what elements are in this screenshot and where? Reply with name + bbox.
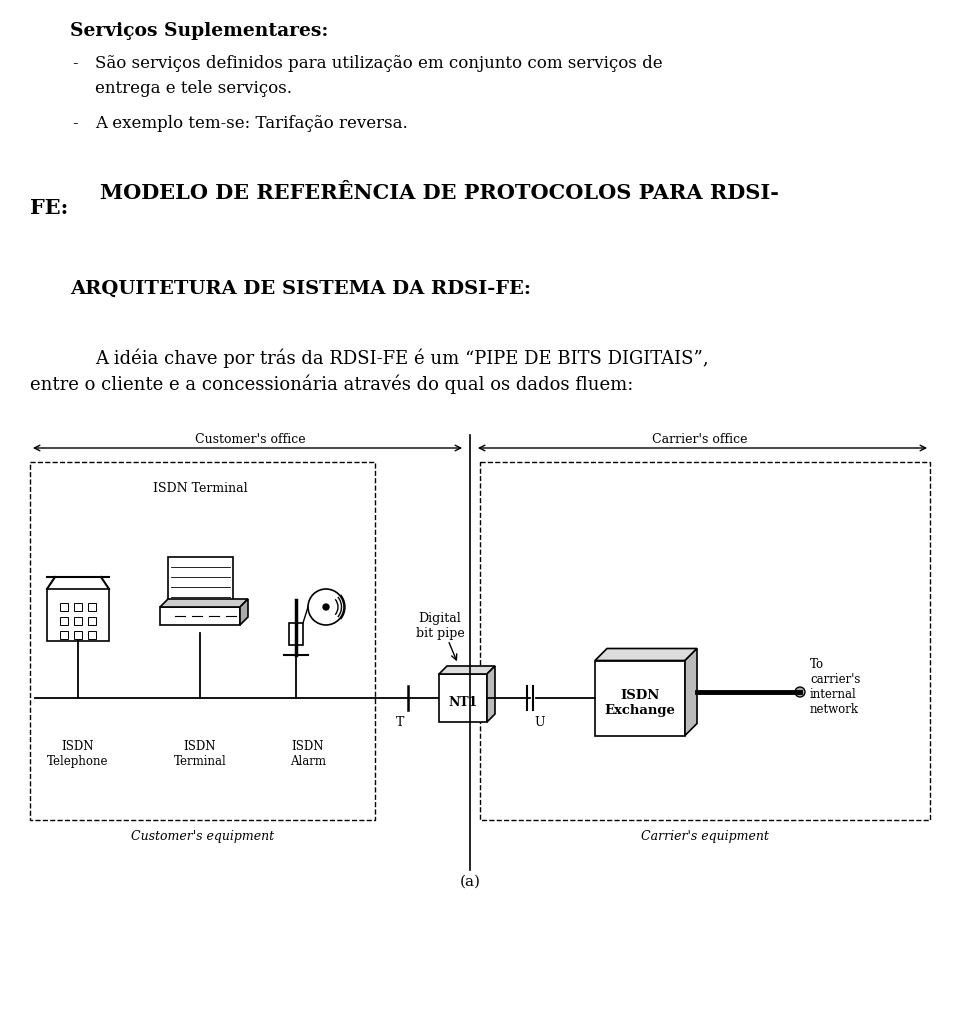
Bar (74, 603, 82, 611)
Polygon shape (240, 599, 248, 625)
Text: Carrier's office: Carrier's office (652, 433, 748, 446)
Bar (289, 623, 303, 645)
Text: ISDN
Alarm: ISDN Alarm (290, 740, 326, 768)
Text: To
carrier's
internal
network: To carrier's internal network (810, 658, 860, 716)
Polygon shape (595, 649, 697, 660)
Bar (47, 589, 109, 641)
Bar (480, 462, 930, 820)
Text: NT1: NT1 (448, 697, 478, 710)
Text: entrega e tele serviços.: entrega e tele serviços. (95, 80, 292, 97)
Text: Digital
bit pipe: Digital bit pipe (416, 612, 465, 640)
Text: A idéia chave por trás da RDSI-FE é um “PIPE DE BITS DIGITAIS”,: A idéia chave por trás da RDSI-FE é um “… (95, 348, 708, 367)
Text: São serviços definidos para utilização em conjunto com serviços de: São serviços definidos para utilização e… (95, 55, 662, 72)
Bar (160, 607, 240, 625)
Text: MODELO DE REFERÊNCIA DE PROTOCOLOS PARA RDSI-: MODELO DE REFERÊNCIA DE PROTOCOLOS PARA … (100, 183, 779, 203)
Text: (a): (a) (460, 875, 481, 889)
Bar (167, 557, 232, 607)
Circle shape (795, 687, 805, 697)
Bar (88, 617, 96, 625)
Text: -: - (72, 115, 78, 132)
Bar (74, 617, 82, 625)
Text: ARQUITETURA DE SISTEMA DA RDSI-FE:: ARQUITETURA DE SISTEMA DA RDSI-FE: (70, 280, 531, 298)
Text: Customer's equipment: Customer's equipment (131, 830, 274, 842)
Text: Serviços Suplementares:: Serviços Suplementares: (70, 22, 328, 40)
Bar (30, 462, 375, 820)
Polygon shape (160, 599, 248, 607)
Text: A exemplo tem-se: Tarifação reversa.: A exemplo tem-se: Tarifação reversa. (95, 115, 408, 132)
Text: Carrier's equipment: Carrier's equipment (641, 830, 769, 842)
Text: entre o cliente e a concessionária através do qual os dados fluem:: entre o cliente e a concessionária atrav… (30, 375, 634, 394)
Text: ISDN Terminal: ISDN Terminal (153, 482, 248, 495)
Bar (88, 631, 96, 639)
Text: FE:: FE: (30, 198, 68, 218)
Text: Customer's office: Customer's office (195, 433, 305, 446)
Text: ISDN
Terminal: ISDN Terminal (174, 740, 227, 768)
Circle shape (323, 604, 329, 610)
Bar (60, 617, 68, 625)
Bar (439, 674, 487, 722)
Bar (60, 603, 68, 611)
Text: ISDN
Exchange: ISDN Exchange (605, 689, 676, 717)
Text: U: U (535, 716, 545, 729)
Bar (74, 631, 82, 639)
Bar (60, 631, 68, 639)
Text: -: - (72, 55, 78, 72)
Bar (88, 603, 96, 611)
Text: T: T (396, 716, 404, 729)
Polygon shape (487, 666, 495, 722)
Text: ISDN
Telephone: ISDN Telephone (47, 740, 108, 768)
Polygon shape (439, 666, 495, 674)
Bar (595, 660, 685, 736)
Circle shape (308, 589, 344, 625)
Polygon shape (685, 649, 697, 736)
